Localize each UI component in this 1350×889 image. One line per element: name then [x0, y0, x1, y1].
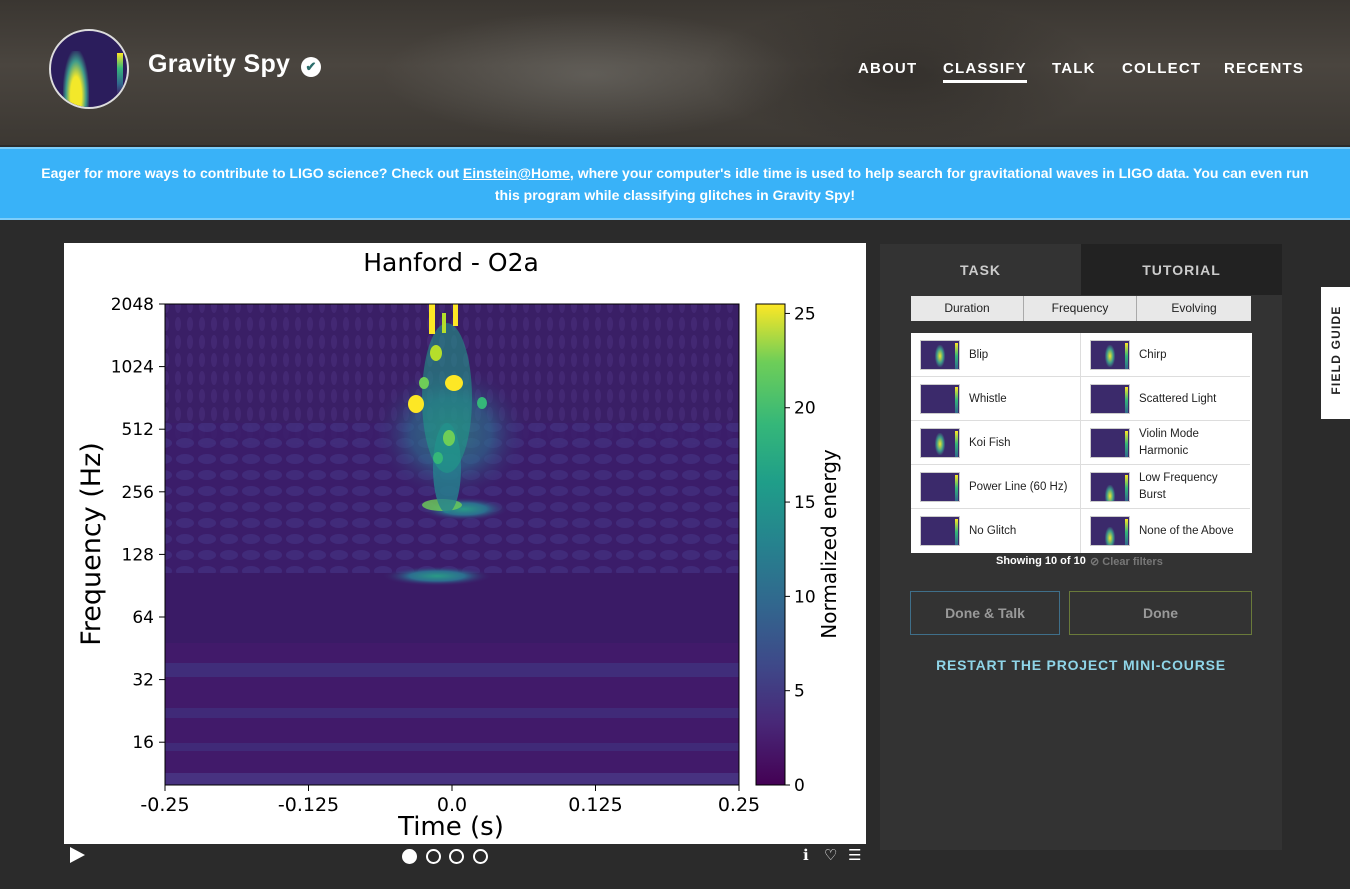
subject-controls: ℹ ♡ ☰ [64, 844, 866, 870]
choice-koi-fish[interactable]: Koi Fish [911, 421, 1081, 465]
banner-text-continued: , where your computer's idle time is use… [494, 165, 1309, 203]
project-title[interactable]: Gravity Spy [148, 50, 291, 78]
favorite-heart-icon[interactable]: ♡ [824, 847, 838, 864]
none-of-the-above-thumbnail [1090, 516, 1130, 546]
banner-text: Eager for more ways to contribute to LIG… [41, 165, 463, 181]
done-button[interactable]: Done [1069, 591, 1252, 635]
x-tick-label: 0.125 [568, 794, 622, 816]
scattered-light-thumbnail [1090, 384, 1130, 414]
avatar-glitch-image [63, 51, 89, 107]
y-tick-label: 256 [122, 483, 154, 503]
field-guide-label: FIELD GUIDE [1329, 305, 1343, 395]
x-tick-label: 0.0 [437, 794, 467, 816]
nav-recents[interactable]: RECENTS [1224, 60, 1305, 77]
y-tick-label: 32 [132, 671, 154, 691]
choice-low-frequency-burst[interactable]: Low Frequency Burst [1080, 465, 1250, 509]
choice-label: Low Frequency Burst [1139, 472, 1218, 501]
choice-label: Violin Mode Harmonic [1139, 428, 1199, 457]
filter-frequency[interactable]: Frequency [1024, 296, 1137, 321]
choice-power-line[interactable]: Power Line (60 Hz) [911, 465, 1081, 509]
power-line-thumbnail [920, 472, 960, 502]
choice-scattered-light[interactable]: Scattered Light [1080, 377, 1250, 421]
choice-label: Power Line (60 Hz) [969, 480, 1068, 493]
colorbar [755, 303, 786, 786]
colorbar-tick-label: 10 [794, 587, 816, 607]
colorbar-tick-label: 15 [794, 493, 816, 513]
filter-duration[interactable]: Duration [911, 296, 1024, 321]
clear-filters-button[interactable]: ⊘ Clear filters [1090, 555, 1163, 568]
einstein-home-link[interactable]: Einstein@Home [462, 165, 570, 181]
subject-viewer[interactable]: Hanford - O2a Time (s) Frequency (Hz) No… [64, 243, 866, 844]
chirp-thumbnail [1090, 340, 1130, 370]
y-axis-label: Frequency (Hz) [76, 442, 107, 646]
choice-label: None of the Above [1139, 524, 1234, 537]
choice-label: No Glitch [969, 524, 1017, 537]
glitch-signal [371, 304, 531, 586]
verified-badge-icon: ✔ [301, 57, 321, 77]
frame-dot-2[interactable] [426, 849, 441, 864]
project-avatar[interactable] [49, 29, 129, 109]
choice-label: Scattered Light [1139, 392, 1217, 405]
x-axis-label: Time (s) [397, 812, 504, 842]
frame-dot-1[interactable] [402, 849, 417, 864]
x-tick-label: -0.25 [140, 794, 189, 816]
colorbar-tick-label: 25 [794, 304, 816, 324]
nav-talk[interactable]: TALK [1052, 60, 1096, 77]
y-tick-label: 16 [132, 733, 154, 753]
nav-classify[interactable]: CLASSIFY [943, 60, 1027, 83]
colorbar-tick-label: 5 [794, 682, 805, 702]
header-background-shade [700, 0, 1100, 145]
filter-bar: Duration Frequency Evolving [911, 296, 1251, 321]
done-and-talk-button[interactable]: Done & Talk [910, 591, 1060, 635]
clear-filters-icon: ⊘ [1090, 556, 1100, 568]
y-tick-label: 2048 [111, 295, 154, 315]
showing-count: Showing 10 of 10 [996, 555, 1086, 567]
choice-label: Koi Fish [969, 436, 1011, 449]
project-header: Gravity Spy ✔ ABOUT CLASSIFY TALK COLLEC… [0, 0, 1350, 145]
choice-violin-mode-harmonic[interactable]: Violin Mode Harmonic [1080, 421, 1250, 465]
choice-blip[interactable]: Blip [911, 333, 1081, 377]
choice-grid: Blip Chirp Whistle Scattered Light Koi F… [911, 333, 1252, 553]
task-panel: TASK TUTORIAL Duration Frequency Evolvin… [880, 244, 1282, 850]
whistle-thumbnail [920, 384, 960, 414]
spectrogram-chart: Hanford - O2a Time (s) Frequency (Hz) No… [76, 248, 841, 842]
blip-thumbnail [920, 340, 960, 370]
restart-mini-course-link[interactable]: RESTART THE PROJECT MINI-COURSE [936, 657, 1226, 673]
choice-none-of-the-above[interactable]: None of the Above [1080, 509, 1250, 553]
tab-task[interactable]: TASK [880, 244, 1081, 295]
chart-title: Hanford - O2a [363, 248, 539, 277]
info-icon[interactable]: ℹ [803, 847, 809, 864]
choice-label: Whistle [969, 392, 1007, 405]
choice-label: Chirp [1139, 348, 1167, 361]
no-glitch-thumbnail [920, 516, 960, 546]
low-frequency-burst-thumbnail [1090, 472, 1130, 502]
y-tick-label: 1024 [111, 358, 154, 378]
avatar-colorbar [117, 53, 123, 99]
choice-no-glitch[interactable]: No Glitch [911, 509, 1081, 553]
colorbar-label: Normalized energy [817, 449, 841, 639]
koi-fish-thumbnail [920, 428, 960, 458]
choice-label: Blip [969, 348, 989, 361]
play-icon[interactable] [70, 847, 85, 863]
violin-mode-thumbnail [1090, 428, 1130, 458]
x-tick-label: -0.125 [278, 794, 339, 816]
x-tick-label: 0.25 [718, 794, 760, 816]
y-tick-label: 128 [122, 545, 154, 565]
field-guide-tab[interactable]: FIELD GUIDE [1321, 287, 1350, 419]
clear-filters-label: Clear filters [1102, 556, 1163, 568]
nav-about[interactable]: ABOUT [858, 60, 918, 77]
colorbar-tick-label: 0 [794, 776, 805, 796]
frame-dot-3[interactable] [449, 849, 464, 864]
nav-collect[interactable]: COLLECT [1122, 60, 1202, 77]
tab-tutorial[interactable]: TUTORIAL [1081, 244, 1282, 295]
collections-list-icon[interactable]: ☰ [848, 847, 862, 864]
frame-dot-4[interactable] [473, 849, 488, 864]
y-tick-label: 512 [122, 420, 154, 440]
filter-evolving[interactable]: Evolving [1171, 301, 1217, 315]
announcement-banner: Eager for more ways to contribute to LIG… [0, 147, 1350, 220]
y-tick-label: 64 [132, 608, 154, 628]
choice-whistle[interactable]: Whistle [911, 377, 1081, 421]
colorbar-tick-label: 20 [794, 399, 816, 419]
choice-chirp[interactable]: Chirp [1080, 333, 1250, 377]
